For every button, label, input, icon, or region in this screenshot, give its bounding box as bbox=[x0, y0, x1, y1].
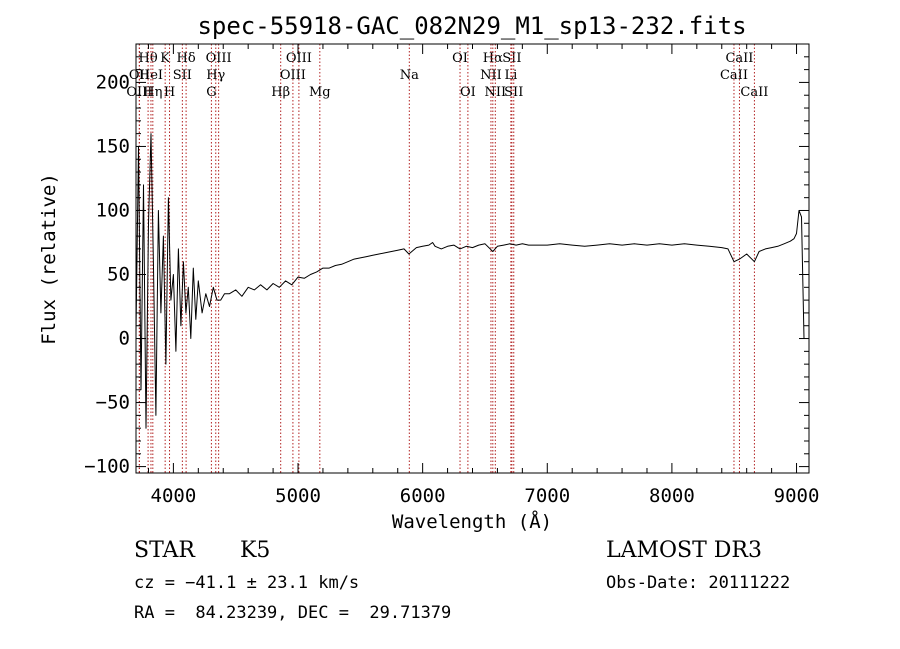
marker-label-9: OIII bbox=[206, 51, 232, 66]
marker-label-12: Hβ bbox=[271, 85, 290, 100]
redshift-text: cz = −41.1 ± 23.1 km/s bbox=[134, 573, 360, 593]
marker-label-24: SII bbox=[504, 85, 523, 100]
marker-label-27: CaII bbox=[740, 85, 768, 100]
axes: 4000 5000 6000 7000 8000 9000 −100 −50 0 50 100 150… bbox=[84, 43, 820, 507]
x-tick-label: 5000 bbox=[275, 485, 321, 507]
marker-label-13: OIII bbox=[286, 51, 312, 66]
object-class: STAR bbox=[134, 538, 195, 563]
series-layer bbox=[135, 133, 805, 429]
marker-label-25: CaII bbox=[725, 51, 753, 66]
coordinates: RA = 84.23239, DEC = 29.71379 bbox=[134, 603, 452, 623]
marker-label-26: CaII bbox=[720, 68, 748, 83]
y-tick-label: 100 bbox=[96, 199, 130, 221]
marker-label-7: SII bbox=[173, 68, 192, 83]
x-tick-label: 7000 bbox=[524, 485, 570, 507]
marker-label-4: Hη bbox=[143, 85, 162, 100]
marker-label-5: K bbox=[160, 51, 170, 66]
x-tick-label: 8000 bbox=[649, 485, 695, 507]
marker-label-0: Hθ bbox=[139, 51, 158, 66]
y-tick-label: 50 bbox=[107, 264, 130, 286]
y-tick-label: 200 bbox=[96, 71, 130, 93]
marker-label-18: OI bbox=[460, 85, 476, 100]
marker-label-15: Mg bbox=[309, 85, 331, 100]
marker-label-3: HeI bbox=[139, 68, 163, 83]
y-tick-label: −50 bbox=[96, 392, 130, 414]
series-line-0 bbox=[135, 133, 805, 429]
marker-label-19: Hα bbox=[483, 51, 503, 66]
object-subclass: K5 bbox=[240, 538, 271, 563]
y-tick-label: 0 bbox=[119, 328, 130, 350]
plot-frame bbox=[135, 43, 810, 474]
x-tick-label: 9000 bbox=[774, 485, 820, 507]
marker-label-6: H bbox=[164, 85, 175, 100]
obs-date: Obs-Date: 20111222 bbox=[606, 573, 791, 593]
marker-label-17: OI bbox=[452, 51, 468, 66]
y-tick-label: −100 bbox=[84, 456, 130, 478]
survey-name: LAMOST DR3 bbox=[606, 538, 762, 563]
marker-label-11: G bbox=[206, 85, 216, 100]
marker-label-20: NII bbox=[480, 68, 502, 83]
marker-label-22: SII bbox=[502, 51, 521, 66]
marker-label-14: OIII bbox=[280, 68, 306, 83]
marker-label-21: NII bbox=[484, 85, 506, 100]
marker-label-8: Hδ bbox=[177, 51, 196, 66]
chart-title: spec-55918-GAC_082N29_M1_sp13-232.fits bbox=[197, 12, 746, 40]
x-axis-label: Wavelength (Å) bbox=[392, 510, 552, 533]
x-tick-label: 6000 bbox=[400, 485, 446, 507]
marker-label-2: OIII bbox=[126, 85, 152, 100]
x-tick-label: 4000 bbox=[151, 485, 197, 507]
marker-label-10: Hγ bbox=[206, 68, 225, 83]
marker-label-16: Na bbox=[400, 68, 419, 83]
y-axis-label: Flux (relative) bbox=[38, 173, 60, 345]
marker-label-23: Li bbox=[504, 68, 517, 83]
y-tick-label: 150 bbox=[96, 135, 130, 157]
